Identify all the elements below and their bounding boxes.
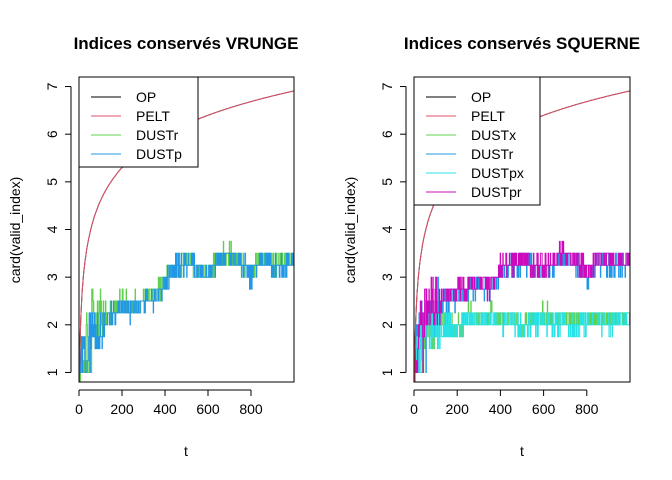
- x-tick-label: 200: [110, 401, 134, 417]
- panel-squerne: Indices conservés SQUERNE t card(valid_i…: [342, 34, 640, 459]
- legend: OP PELT DUSTr DUSTp: [78, 76, 199, 168]
- legend-box: [413, 76, 541, 206]
- y-tick-label: 3: [379, 273, 395, 281]
- x-axis-label: t: [184, 443, 188, 459]
- y-tick-label: 6: [44, 130, 60, 138]
- y-tick-label: 5: [44, 178, 60, 186]
- y-axis-label: card(valid_index): [342, 177, 358, 284]
- series-line-dustpx: [414, 300, 630, 382]
- legend-label-pelt: PELT: [136, 108, 170, 124]
- legend-box: [78, 76, 199, 168]
- chart-title: Indices conservés SQUERNE: [404, 34, 640, 53]
- legend-label-op: OP: [136, 89, 156, 105]
- x-tick-label: 0: [75, 401, 83, 417]
- series-line-dustpr: [414, 240, 630, 373]
- x-tick-label: 0: [410, 401, 418, 417]
- x-axis-label: t: [520, 443, 524, 459]
- axes-layer: 0 200 400 600 800 1 2 3 4 5 6 7: [44, 76, 295, 417]
- legend-label-dustr: DUSTr: [471, 146, 514, 162]
- legend-label-op: OP: [471, 89, 491, 105]
- legend-label-dustp: DUSTp: [136, 146, 182, 162]
- y-tick-label: 1: [44, 368, 60, 376]
- x-tick-label: 600: [532, 401, 556, 417]
- y-tick-label: 4: [379, 225, 395, 233]
- legend-label-dustr: DUSTr: [136, 127, 179, 143]
- y-tick-label: 4: [44, 225, 60, 233]
- y-tick-label: 2: [44, 321, 60, 329]
- x-tick-label: 200: [446, 401, 470, 417]
- legend-label-dustpr: DUSTpr: [471, 184, 522, 200]
- x-tick-label: 400: [489, 401, 513, 417]
- legend-label-dustx: DUSTx: [471, 127, 516, 143]
- panel-vrunge: Indices conservés VRUNGE t card(valid_in…: [7, 34, 298, 459]
- y-tick-label: 1: [379, 368, 395, 376]
- y-tick-label: 2: [379, 321, 395, 329]
- axes-layer: 0 200 400 600 800 1 2 3 4 5 6 7: [379, 76, 631, 417]
- legend: OP PELT DUSTx DUSTr DUSTpx DUSTpr: [413, 76, 541, 206]
- series-line-dustp: [79, 252, 294, 373]
- y-axis-label: card(valid_index): [7, 177, 23, 284]
- x-tick-label: 400: [153, 401, 177, 417]
- y-tick-label: 3: [44, 273, 60, 281]
- x-tick-label: 800: [575, 401, 599, 417]
- x-tick-label: 800: [239, 401, 263, 417]
- y-tick-label: 5: [379, 178, 395, 186]
- legend-label-dustpx: DUSTpx: [471, 165, 524, 181]
- y-tick-label: 7: [44, 82, 60, 90]
- y-tick-label: 7: [379, 82, 395, 90]
- chart-title: Indices conservés VRUNGE: [74, 34, 299, 53]
- x-tick-label: 600: [196, 401, 220, 417]
- legend-label-pelt: PELT: [471, 108, 505, 124]
- y-tick-label: 6: [379, 130, 395, 138]
